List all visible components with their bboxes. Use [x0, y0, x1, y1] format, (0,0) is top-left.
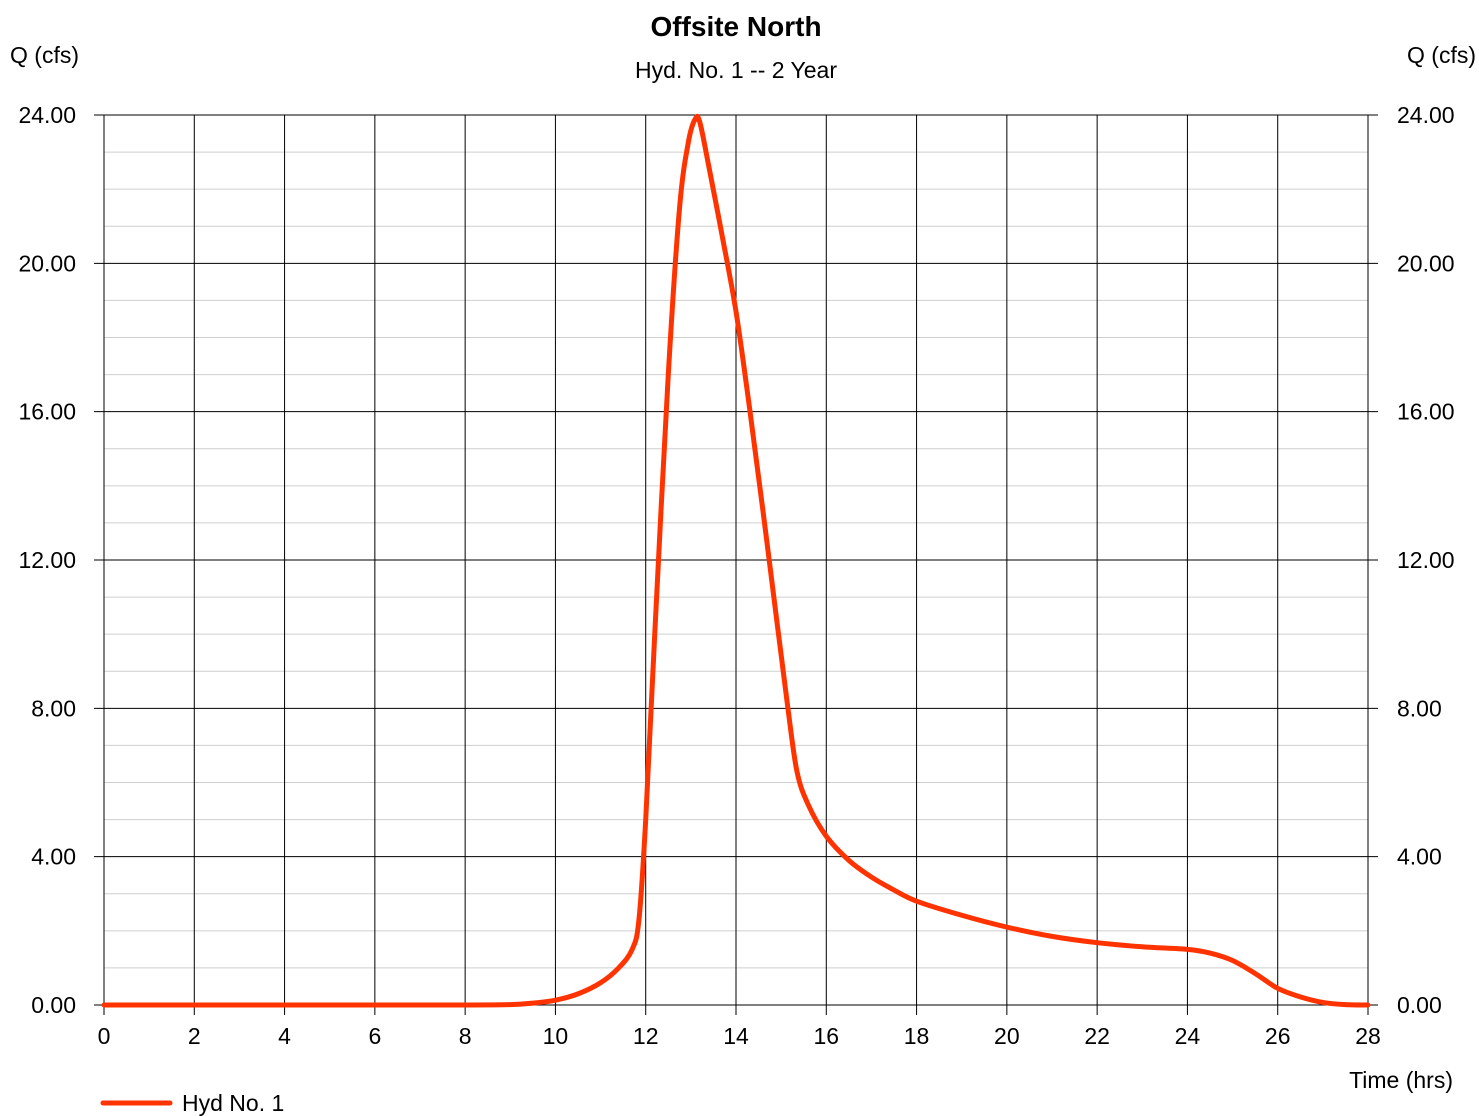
x-tick-label: 24 [1175, 1023, 1201, 1049]
y-tick-label-left: 16.00 [18, 399, 76, 425]
legend-label: Hyd No. 1 [182, 1090, 284, 1116]
x-tick-label: 12 [633, 1023, 659, 1049]
y-tick-label-right: 24.00 [1397, 102, 1455, 128]
x-tick-label: 0 [98, 1023, 111, 1049]
x-tick-label: 6 [368, 1023, 381, 1049]
y-axis-label-right: Q (cfs) [1407, 42, 1476, 68]
y-tick-label-left: 20.00 [18, 250, 76, 276]
y-tick-label-left: 4.00 [31, 844, 76, 870]
x-tick-label: 28 [1355, 1023, 1381, 1049]
grid-lines [94, 114, 1378, 1015]
y-tick-label-left: 0.00 [31, 992, 76, 1018]
x-tick-label: 10 [543, 1023, 569, 1049]
chart-subtitle: Hyd. No. 1 -- 2 Year [635, 57, 837, 83]
y-tick-label-left: 12.00 [18, 547, 76, 573]
y-tick-label-right: 16.00 [1397, 399, 1455, 425]
y-axis-label-left: Q (cfs) [10, 42, 79, 68]
y-tick-label-left: 8.00 [31, 695, 76, 721]
x-tick-label: 16 [813, 1023, 839, 1049]
x-axis-label: Time (hrs) [1349, 1067, 1453, 1093]
x-tick-label: 22 [1084, 1023, 1110, 1049]
x-tick-label: 26 [1265, 1023, 1291, 1049]
x-tick-label: 20 [994, 1023, 1020, 1049]
x-tick-label: 2 [188, 1023, 201, 1049]
legend: Hyd No. 1 [100, 1090, 284, 1116]
y-tick-label-left: 24.00 [18, 102, 76, 128]
tick-labels: 0.00 0.00 4.00 4.00 8.00 8.00 12.00 12.00 16.00 1… [18, 102, 1454, 1049]
x-tick-label: 8 [459, 1023, 472, 1049]
x-tick-label: 4 [278, 1023, 291, 1049]
series-line [101, 113, 1371, 1008]
chart-title: Offsite North [650, 11, 821, 42]
x-tick-label: 14 [723, 1023, 749, 1049]
y-tick-label-right: 4.00 [1397, 844, 1442, 870]
y-tick-label-right: 8.00 [1397, 695, 1442, 721]
series-layer [101, 113, 1371, 1008]
x-tick-label: 18 [904, 1023, 930, 1049]
y-tick-label-right: 12.00 [1397, 547, 1455, 573]
y-tick-label-right: 20.00 [1397, 250, 1455, 276]
y-tick-label-right: 0.00 [1397, 992, 1442, 1018]
